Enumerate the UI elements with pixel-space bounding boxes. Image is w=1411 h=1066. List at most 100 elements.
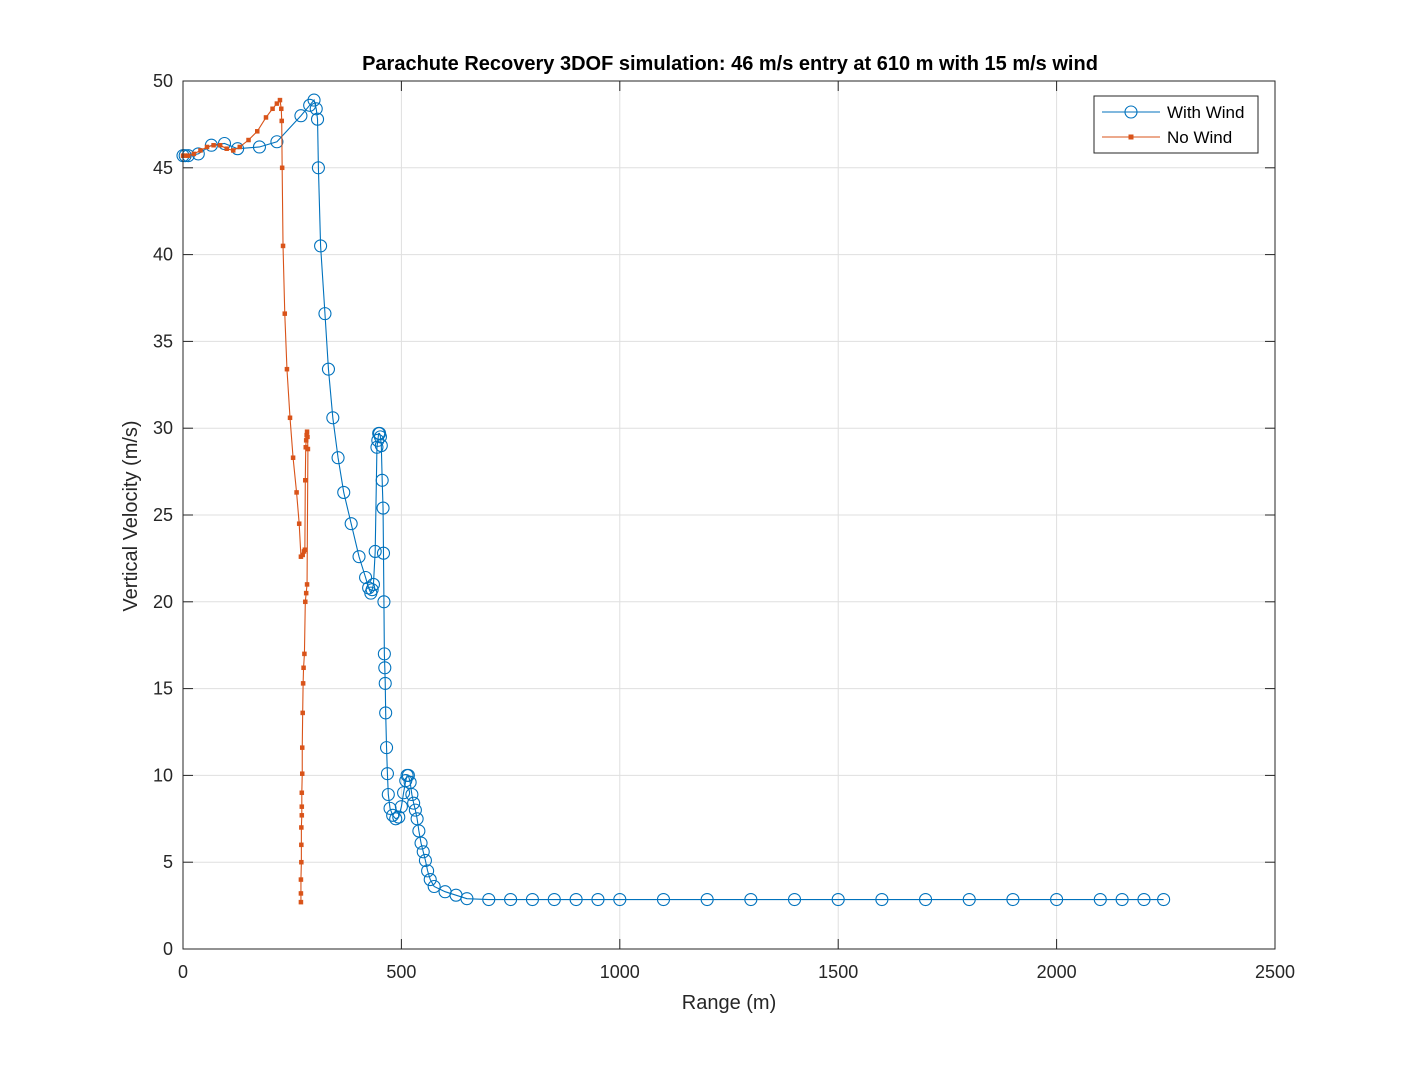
data-point-marker [321,362,336,376]
data-point-marker [1006,892,1020,907]
data-point-marker [282,311,288,316]
data-point-marker [279,165,285,171]
data-point-marker [408,803,422,817]
data-point-marker [380,767,394,781]
data-point-marker [482,892,496,907]
data-point-marker [299,859,304,865]
y-tick-label: 40 [153,245,173,265]
data-point-marker [547,892,561,907]
data-point-marker [875,892,889,907]
data-point-marker [309,102,323,116]
data-point-marker [299,825,304,830]
data-point-marker [284,366,290,372]
legend-entry: No Wind [1102,128,1232,147]
y-tick-label: 15 [153,679,173,699]
chart-title: Parachute Recovery 3DOF simulation: 46 m… [362,53,1098,75]
data-point-marker [300,681,306,686]
data-point-marker [263,115,269,120]
x-tick-label: 2000 [1037,962,1077,982]
data-point-marker [299,790,305,796]
data-point-marker [377,595,391,609]
y-tick-label: 5 [163,852,173,872]
data-point-marker [298,899,304,905]
data-point-marker [962,892,976,907]
data-point-marker [414,836,428,850]
data-point-marker [290,455,296,460]
x-tick-label: 1500 [818,962,858,982]
data-point-marker [299,771,305,776]
data-point-marker [318,307,332,321]
data-point-marker [591,892,605,907]
data-point-marker [280,243,286,249]
data-point-marker [298,877,304,882]
data-point-marker [287,415,293,421]
data-point-marker [381,787,395,802]
data-point-marker [379,706,393,720]
data-point-marker [460,892,474,906]
data-point-marker [178,149,192,163]
data-point-marker [255,129,260,134]
data-point-marker [303,590,309,596]
series-no-wind [180,97,311,905]
y-tick-label: 25 [153,505,173,525]
data-point-marker [421,864,435,878]
data-point-marker [386,808,400,822]
data-point-marker [787,892,802,907]
x-tick-label: 2500 [1255,962,1295,982]
y-tick-label: 45 [153,158,173,178]
data-point-marker [191,151,197,157]
data-point-marker [392,810,406,824]
data-point-marker [305,446,311,452]
data-point-marker [831,892,845,907]
legend-box [1093,95,1259,154]
data-point-marker [296,521,302,526]
y-tick-label: 10 [153,765,173,785]
data-point-marker [274,101,280,106]
x-tick-label: 0 [178,962,188,982]
data-point-marker [302,651,307,657]
data-point-marker [389,812,403,826]
data-point-marker [379,741,394,755]
data-point-marker [394,800,408,814]
data-point-marker [418,853,432,868]
data-point-marker [427,879,441,894]
data-point-marker [237,144,243,150]
y-axis-title: Vertical Velocity (m/s) [120,420,142,611]
data-point-marker [303,98,317,112]
y-tick-label: 30 [153,418,173,438]
data-point-marker [299,842,304,848]
data-point-marker [1157,892,1171,907]
data-point-marker [304,429,310,434]
data-point-marker [302,547,308,552]
data-point-marker [359,570,373,585]
data-point-marker [279,118,284,124]
data-point-marker [569,892,583,907]
y-tick-label: 35 [153,331,173,351]
legend: With Wind No Wind [1093,95,1259,154]
data-point-marker [252,140,266,154]
data-point-marker [378,661,392,675]
data-point-marker [204,144,210,150]
y-tick-label: 0 [163,939,173,959]
data-point-marker [314,239,328,253]
data-point-marker [377,647,391,661]
data-point-marker [277,97,283,103]
data-point-marker [198,148,203,153]
data-point-marker [298,891,304,896]
data-point-marker [311,161,325,175]
data-point-marker [230,148,236,153]
series-line [183,98,1164,901]
data-point-marker [224,146,229,151]
data-point-marker [375,473,389,487]
x-tick-label: 500 [386,962,416,982]
data-point-marker [1137,892,1151,907]
legend-marker [1124,105,1138,119]
data-point-marker [613,892,627,907]
data-point-marker [525,892,539,907]
data-point-marker [304,582,310,587]
data-point-marker [376,546,391,560]
data-point-marker [504,892,518,907]
data-point-marker [416,845,430,859]
